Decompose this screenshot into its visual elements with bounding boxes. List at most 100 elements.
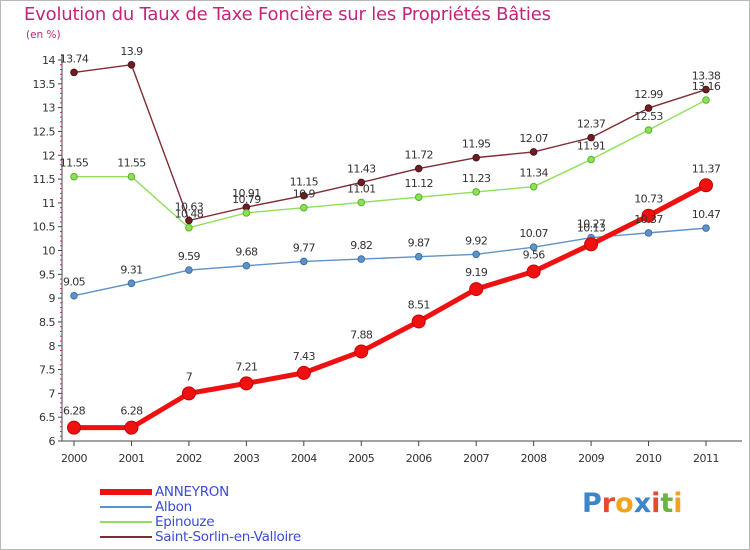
proxiti-logo: Proxiti	[582, 488, 683, 519]
y-tick-label: 7	[49, 387, 56, 400]
data-label-anneyron: 10.13	[577, 221, 606, 234]
data-point-epinouze	[702, 96, 710, 104]
data-label-anneyron: 11.37	[692, 162, 721, 175]
x-tick-label: 2011	[693, 452, 719, 465]
y-tick-label: 12	[42, 149, 55, 162]
legend-swatch	[100, 521, 152, 523]
data-label-epinouze: 11.91	[577, 140, 606, 153]
data-point-albon	[702, 224, 710, 232]
x-tick-label: 2004	[291, 452, 317, 465]
data-label-anneyron: 10.73	[634, 193, 663, 206]
y-tick-label: 11.5	[33, 173, 56, 186]
data-point-saint-sorlin-en-valloire	[644, 104, 653, 112]
data-label-anneyron: 8.51	[408, 298, 430, 311]
legend-swatch	[100, 506, 152, 508]
data-label-anneyron: 7.21	[235, 360, 257, 373]
data-point-saint-sorlin-en-valloire	[357, 178, 366, 187]
legend-label: Epinouze	[155, 514, 215, 530]
data-point-epinouze	[587, 155, 595, 164]
data-label-albon: 9.05	[63, 276, 86, 289]
data-label-saint-sorlin-en-valloire: 11.43	[347, 162, 376, 175]
data-point-albon	[644, 229, 653, 237]
y-tick-label: 6.5	[39, 411, 55, 424]
y-axis-unit-label: (en %)	[26, 29, 61, 41]
data-label-saint-sorlin-en-valloire: 11.72	[404, 149, 433, 162]
data-point-anneyron	[526, 264, 541, 279]
logo-letter: P	[582, 488, 602, 519]
data-label-epinouze: 11.55	[117, 157, 146, 170]
data-label-saint-sorlin-en-valloire: 11.95	[462, 138, 491, 151]
logo-letter: i	[673, 488, 683, 519]
data-label-epinouze: 11.34	[519, 167, 548, 180]
data-label-albon: 10.07	[519, 227, 548, 240]
data-label-albon: 10.27	[577, 218, 606, 231]
data-point-albon	[529, 243, 538, 251]
data-label-epinouze: 13.16	[692, 80, 721, 93]
data-label-epinouze: 11.01	[347, 182, 376, 195]
data-point-epinouze	[70, 172, 78, 181]
data-point-anneyron	[296, 365, 311, 380]
data-label-saint-sorlin-en-valloire: 13.38	[692, 70, 721, 83]
series-epinouze	[70, 96, 710, 232]
data-point-anneyron	[641, 208, 656, 223]
x-tick-label: 2001	[118, 452, 144, 465]
data-label-epinouze: 10.79	[232, 193, 261, 206]
data-label-epinouze: 11.23	[462, 172, 491, 185]
y-tick-label: 6	[49, 435, 56, 448]
data-point-albon	[300, 257, 308, 266]
data-point-saint-sorlin-en-valloire	[300, 191, 308, 200]
series-line-epinouze	[73, 99, 707, 229]
y-tick-label: 9.5	[39, 268, 55, 281]
data-label-saint-sorlin-en-valloire: 11.15	[290, 176, 319, 189]
data-point-saint-sorlin-en-valloire	[702, 85, 710, 94]
data-label-albon: 9.31	[120, 263, 142, 276]
series-anneyron	[67, 178, 713, 435]
logo-letter: r	[601, 488, 616, 519]
data-point-saint-sorlin-en-valloire	[472, 153, 480, 162]
y-tick-label: 11	[42, 197, 55, 210]
y-tick-label: 8.5	[39, 316, 55, 329]
series-line-saint-sorlin-en-valloire	[73, 64, 707, 222]
y-tick-label: 8	[49, 340, 56, 353]
data-point-anneyron	[469, 282, 484, 297]
x-tick-label: 2000	[61, 452, 87, 465]
data-label-albon: 9.82	[350, 239, 372, 252]
data-point-epinouze	[242, 209, 251, 217]
data-point-epinouze	[185, 223, 193, 232]
y-tick-label: 7.5	[39, 364, 55, 377]
series-line-albon	[73, 227, 707, 297]
y-tick-label: 10.5	[33, 221, 56, 234]
data-point-anneyron	[239, 376, 254, 391]
data-label-albon: 9.77	[293, 241, 316, 254]
legend-label: Albon	[155, 499, 192, 515]
data-point-epinouze	[300, 203, 308, 212]
data-label-saint-sorlin-en-valloire: 10.91	[232, 187, 261, 200]
x-tick-label: 2003	[233, 452, 259, 465]
data-label-albon: 9.87	[408, 237, 431, 250]
data-label-albon: 9.92	[465, 234, 487, 247]
data-label-anneyron: 6.28	[63, 405, 86, 418]
data-point-anneyron	[124, 420, 139, 435]
data-point-epinouze	[414, 193, 423, 201]
data-point-anneyron	[699, 178, 713, 193]
data-point-epinouze	[357, 198, 366, 207]
data-point-anneyron	[411, 314, 426, 329]
data-label-saint-sorlin-en-valloire: 13.74	[60, 52, 89, 65]
y-tick-label: 13.5	[33, 78, 56, 91]
data-label-albon: 9.59	[178, 250, 201, 263]
logo-letter: x	[633, 488, 652, 519]
data-label-epinouze: 11.55	[60, 157, 89, 170]
legend-label: ANNEYRON	[155, 484, 229, 500]
y-tick-label: 14	[42, 54, 55, 67]
data-label-anneyron: 9.19	[465, 266, 488, 279]
data-label-epinouze: 11.12	[404, 177, 433, 190]
data-label-anneyron: 7.43	[293, 350, 316, 363]
data-point-saint-sorlin-en-valloire	[127, 60, 136, 69]
logo-letter: o	[615, 488, 634, 519]
data-point-saint-sorlin-en-valloire	[414, 164, 423, 173]
data-label-saint-sorlin-en-valloire: 10.63	[175, 200, 204, 213]
data-point-albon	[357, 255, 366, 263]
y-tick-label: 9	[49, 292, 56, 305]
